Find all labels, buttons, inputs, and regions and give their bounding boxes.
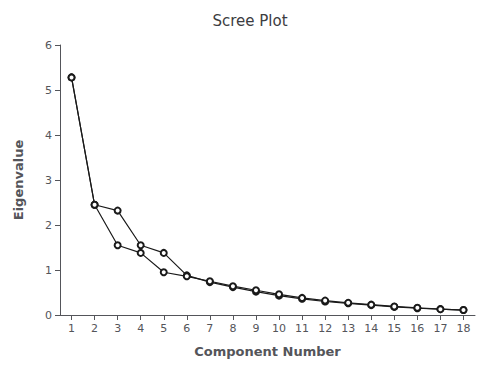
svg-text:4: 4 xyxy=(137,322,144,335)
svg-text:1: 1 xyxy=(45,264,52,277)
svg-text:11: 11 xyxy=(295,322,309,335)
svg-text:0: 0 xyxy=(45,309,52,322)
svg-text:16: 16 xyxy=(410,322,424,335)
svg-text:4: 4 xyxy=(45,129,52,142)
svg-text:10: 10 xyxy=(272,322,286,335)
svg-text:2: 2 xyxy=(91,322,98,335)
svg-text:15: 15 xyxy=(387,322,401,335)
svg-text:1: 1 xyxy=(68,322,75,335)
svg-text:6: 6 xyxy=(183,322,190,335)
svg-text:9: 9 xyxy=(252,322,259,335)
svg-text:Component Number: Component Number xyxy=(194,344,341,359)
svg-text:12: 12 xyxy=(318,322,332,335)
svg-text:3: 3 xyxy=(114,322,121,335)
svg-text:2: 2 xyxy=(45,219,52,232)
svg-text:Scree Plot: Scree Plot xyxy=(212,12,287,30)
svg-text:3: 3 xyxy=(45,174,52,187)
svg-text:18: 18 xyxy=(456,322,470,335)
svg-text:13: 13 xyxy=(341,322,355,335)
svg-text:7: 7 xyxy=(206,322,213,335)
svg-text:6: 6 xyxy=(45,39,52,52)
svg-text:8: 8 xyxy=(229,322,236,335)
svg-text:14: 14 xyxy=(364,322,378,335)
svg-text:Eigenvalue: Eigenvalue xyxy=(11,140,26,221)
svg-text:17: 17 xyxy=(433,322,447,335)
svg-text:5: 5 xyxy=(160,322,167,335)
svg-text:5: 5 xyxy=(45,84,52,97)
